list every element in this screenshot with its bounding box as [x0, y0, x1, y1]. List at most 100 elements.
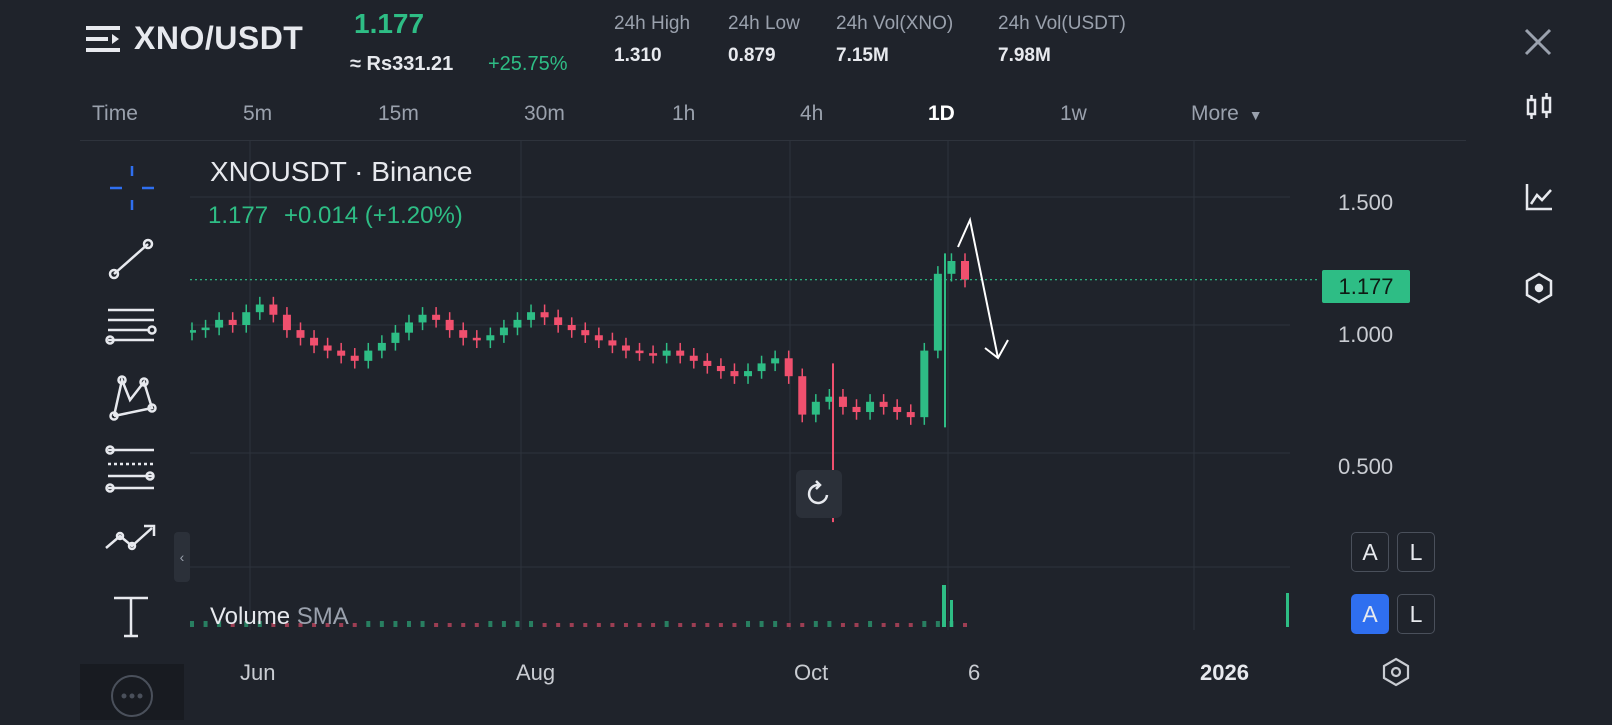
volume-log-scale-button[interactable]: L [1397, 594, 1435, 634]
close-icon[interactable] [1518, 22, 1558, 62]
candle-body [662, 350, 671, 356]
tab-more-label: More [1191, 102, 1239, 125]
candle-body [730, 371, 739, 377]
volume-bar [217, 621, 222, 627]
volume-bar [800, 623, 805, 627]
volume-bar [434, 623, 439, 627]
candle-body [228, 319, 237, 325]
candle-body [852, 406, 861, 413]
ohlc-change: +0.014 (+1.20%) [284, 202, 463, 229]
volume-bar [366, 621, 371, 627]
volume-auto-scale-button[interactable]: A [1351, 594, 1389, 634]
tab-30m[interactable]: 30m [524, 102, 565, 125]
volume-bar [773, 621, 778, 627]
stat-label-low: 24h Low [728, 13, 800, 34]
volume-bar [230, 623, 235, 627]
candlestick-type-icon[interactable] [1524, 92, 1554, 122]
reset-chart-button[interactable] [796, 470, 842, 518]
tab-more[interactable]: More ▼ [1191, 102, 1263, 126]
volume-bar-current [1286, 593, 1289, 627]
volume-bar [705, 623, 710, 627]
volume-bar [786, 623, 791, 627]
volume-bar [515, 621, 520, 627]
candle-body [513, 319, 522, 328]
candle-body [933, 273, 942, 351]
price-chart[interactable] [190, 140, 1320, 650]
candle-body [825, 396, 834, 402]
tab-4h[interactable]: 4h [800, 102, 824, 125]
candle-body [961, 261, 969, 280]
text-tool-icon[interactable] [100, 584, 160, 640]
volume-bar [203, 621, 208, 627]
candle-body [893, 406, 902, 413]
pair-title[interactable]: XNO/USDT [134, 20, 304, 56]
candle-body [554, 317, 563, 325]
volume-bar [569, 623, 574, 627]
tab-time[interactable]: Time [92, 102, 138, 125]
ohlc-price: 1.177 [208, 202, 269, 229]
volume-bar [244, 621, 249, 627]
volume-bar [583, 623, 588, 627]
candle-body [190, 330, 196, 333]
volume-bar [895, 623, 900, 627]
volume-bar [651, 623, 656, 627]
tab-1h[interactable]: 1h [672, 102, 696, 125]
volume-bar [732, 623, 737, 627]
last-price-tag: 1.177 [1322, 270, 1410, 303]
candle-body [608, 340, 617, 346]
candle-body [594, 335, 603, 341]
candle-body [269, 304, 278, 315]
volume-bar [420, 621, 425, 627]
volume-bar [461, 623, 466, 627]
auto-scale-button[interactable]: A [1351, 532, 1389, 572]
volume-bar [339, 623, 344, 627]
volume-bar [759, 621, 764, 627]
tab-5m[interactable]: 5m [243, 102, 273, 125]
volume-bar [827, 621, 832, 627]
candle-body [879, 401, 888, 407]
settings-hex-icon[interactable] [1524, 272, 1554, 304]
candle-body [703, 360, 712, 366]
indicators-icon[interactable] [1524, 182, 1554, 212]
volume-bar [190, 621, 194, 627]
candle-body [811, 401, 820, 415]
candle-body [771, 358, 780, 364]
fib-tool-icon[interactable] [100, 442, 160, 498]
candle-body [920, 350, 929, 418]
volume-label: Volume [210, 603, 291, 630]
candle-body [255, 304, 264, 313]
path-tool-icon[interactable] [100, 512, 160, 568]
trend-line-tool-icon[interactable] [100, 232, 160, 288]
menu-icon[interactable] [86, 24, 120, 54]
candle-body [337, 350, 346, 356]
tab-1d[interactable]: 1D [928, 102, 955, 125]
horizontal-lines-tool-icon[interactable] [100, 302, 160, 358]
volume-bar [596, 623, 601, 627]
candle-body [350, 355, 359, 361]
candle-body [676, 350, 685, 356]
candle-body [377, 342, 386, 351]
volume-bar [922, 621, 927, 627]
y-tick: 1.000 [1338, 322, 1394, 347]
more-tools-icon[interactable] [80, 664, 184, 720]
candle-body [445, 319, 454, 331]
candle-body [242, 312, 251, 325]
log-scale-button[interactable]: L [1397, 532, 1435, 572]
arrow-head [984, 339, 1009, 360]
volume-sma-label: SMA [296, 603, 349, 630]
x-tick: 6 [968, 660, 981, 685]
stat-label-high: 24h High [614, 13, 691, 34]
pattern-tool-icon[interactable] [100, 372, 160, 428]
time-axis-settings-icon[interactable] [1380, 656, 1412, 688]
tab-15m[interactable]: 15m [378, 102, 419, 125]
tab-1w[interactable]: 1w [1060, 102, 1087, 125]
volume-bar [718, 623, 723, 627]
crosshair-tool-icon[interactable] [100, 160, 160, 216]
local-currency-price: ≈ Rs331.21 [350, 53, 454, 75]
volume-bar [352, 623, 357, 627]
stat-value-high: 1.310 [614, 45, 662, 66]
collapse-toolbar-button[interactable]: ‹ [174, 532, 190, 582]
volume-bar [881, 623, 886, 627]
volume-bar [678, 623, 683, 627]
candle-body [635, 350, 644, 354]
